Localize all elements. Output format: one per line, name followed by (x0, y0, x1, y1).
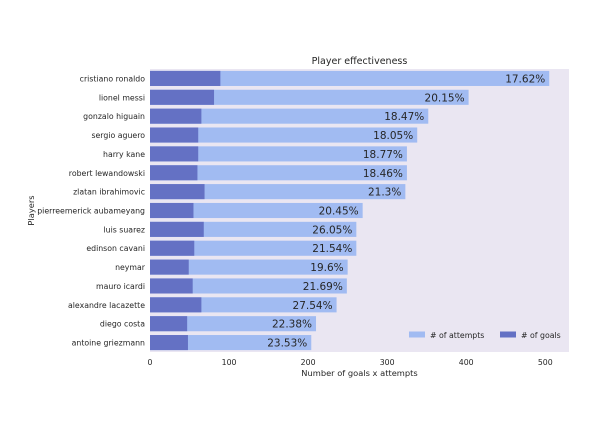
goals-bar (150, 297, 202, 313)
y-tick-label: gonzalo higuain (83, 112, 145, 121)
y-tick-label: mauro icardi (96, 282, 145, 291)
percentage-label: 22.38% (272, 319, 312, 331)
chart-title: Player effectiveness (312, 56, 408, 67)
x-tick-label: 100 (222, 358, 237, 367)
percentage-label: 21.3% (368, 187, 401, 199)
y-tick-label: pierreemerick aubameyang (37, 207, 145, 216)
legend: # of attempts # of goals (409, 331, 561, 340)
x-tick-labels: 0 100 200 300 400 500 (148, 358, 553, 367)
attempts-bar (150, 70, 550, 86)
percentage-label: 18.77% (363, 149, 403, 161)
attempts-bar (150, 316, 317, 332)
goals-bar (150, 89, 215, 105)
y-tick-label: antoine griezmann (72, 339, 145, 348)
attempts-bar (150, 146, 407, 162)
y-tick-label: alexandre lacazette (68, 301, 145, 310)
attempts-bar (150, 240, 357, 256)
attempts-bar (150, 259, 348, 275)
goals-bar (150, 316, 188, 332)
percentage-label: 20.15% (425, 92, 465, 104)
x-axis-label: Number of goals x attempts (301, 368, 417, 378)
goals-bar (150, 221, 204, 237)
percentage-label: 27.54% (293, 300, 333, 312)
percentage-label: 18.47% (384, 111, 424, 123)
attempts-bar (150, 127, 418, 143)
x-tick-label: 400 (459, 358, 474, 367)
goals-bar (150, 146, 199, 162)
attempts-bar (150, 89, 469, 105)
goals-bar (150, 184, 205, 200)
goals-bar (150, 108, 202, 124)
x-tick-label: 300 (380, 358, 395, 367)
attempts-bar (150, 165, 407, 181)
attempts-bar (150, 108, 429, 124)
y-tick-label: harry kane (103, 150, 145, 159)
y-tick-label: luis suarez (103, 225, 145, 234)
percentage-label: 21.54% (312, 243, 352, 255)
percentage-label: 21.69% (303, 281, 343, 293)
y-tick-labels: cristiano ronaldo lionel messi gonzalo hig… (37, 74, 146, 347)
percentage-label: 18.05% (373, 130, 413, 142)
attempts-bar (150, 202, 363, 219)
y-tick-label: lionel messi (99, 93, 145, 102)
goals-bar (150, 70, 221, 86)
percentage-label: 19.6% (310, 262, 343, 274)
x-tick-label: 0 (148, 358, 153, 367)
attempts-bar (150, 184, 406, 200)
attempts-bar (150, 278, 347, 294)
legend-label: # of attempts (430, 331, 484, 340)
y-tick-label: edinson cavani (86, 244, 145, 253)
goals-bars (150, 70, 221, 351)
goals-bar (150, 202, 194, 219)
y-tick-label: sergio aguero (91, 131, 145, 140)
y-tick-label: cristiano ronaldo (80, 74, 146, 83)
goals-bar (150, 165, 198, 181)
goals-bar (150, 127, 199, 143)
x-tick-label: 200 (301, 358, 316, 367)
attempts-bar (150, 335, 312, 351)
goals-bar (150, 278, 193, 294)
y-tick-label: neymar (115, 263, 146, 272)
legend-swatch (500, 331, 516, 338)
legend-label: # of goals (521, 331, 561, 340)
y-axis-label: Players (26, 195, 36, 225)
y-tick-label: robert lewandowski (69, 169, 145, 178)
percentage-label: 17.62% (505, 73, 545, 85)
legend-swatch (409, 331, 425, 338)
goals-bar (150, 259, 189, 275)
y-tick-label: zlatan ibrahimovic (73, 188, 145, 197)
percentage-label: 18.46% (363, 168, 403, 180)
percentage-label: 26.05% (312, 224, 352, 236)
x-tick-label: 500 (538, 358, 553, 367)
percentage-label: 23.53% (267, 338, 307, 350)
y-tick-label: diego costa (100, 320, 145, 329)
percentage-label: 20.45% (319, 206, 359, 218)
percentage-labels: 17.62% 20.15%18.47% 18.05% 18.77% 18.46% 21.3… (267, 73, 545, 349)
goals-bar (150, 240, 195, 256)
goals-bar (150, 335, 188, 351)
